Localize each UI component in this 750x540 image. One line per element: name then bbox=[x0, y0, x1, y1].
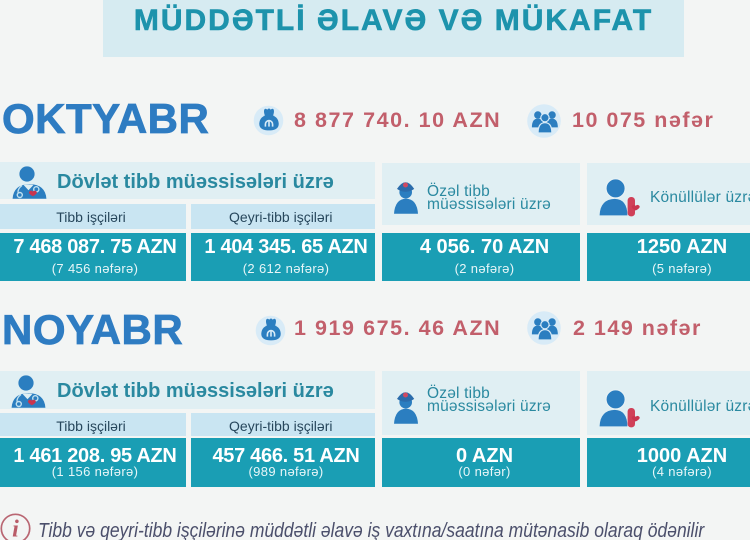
svg-text:i: i bbox=[12, 517, 19, 540]
